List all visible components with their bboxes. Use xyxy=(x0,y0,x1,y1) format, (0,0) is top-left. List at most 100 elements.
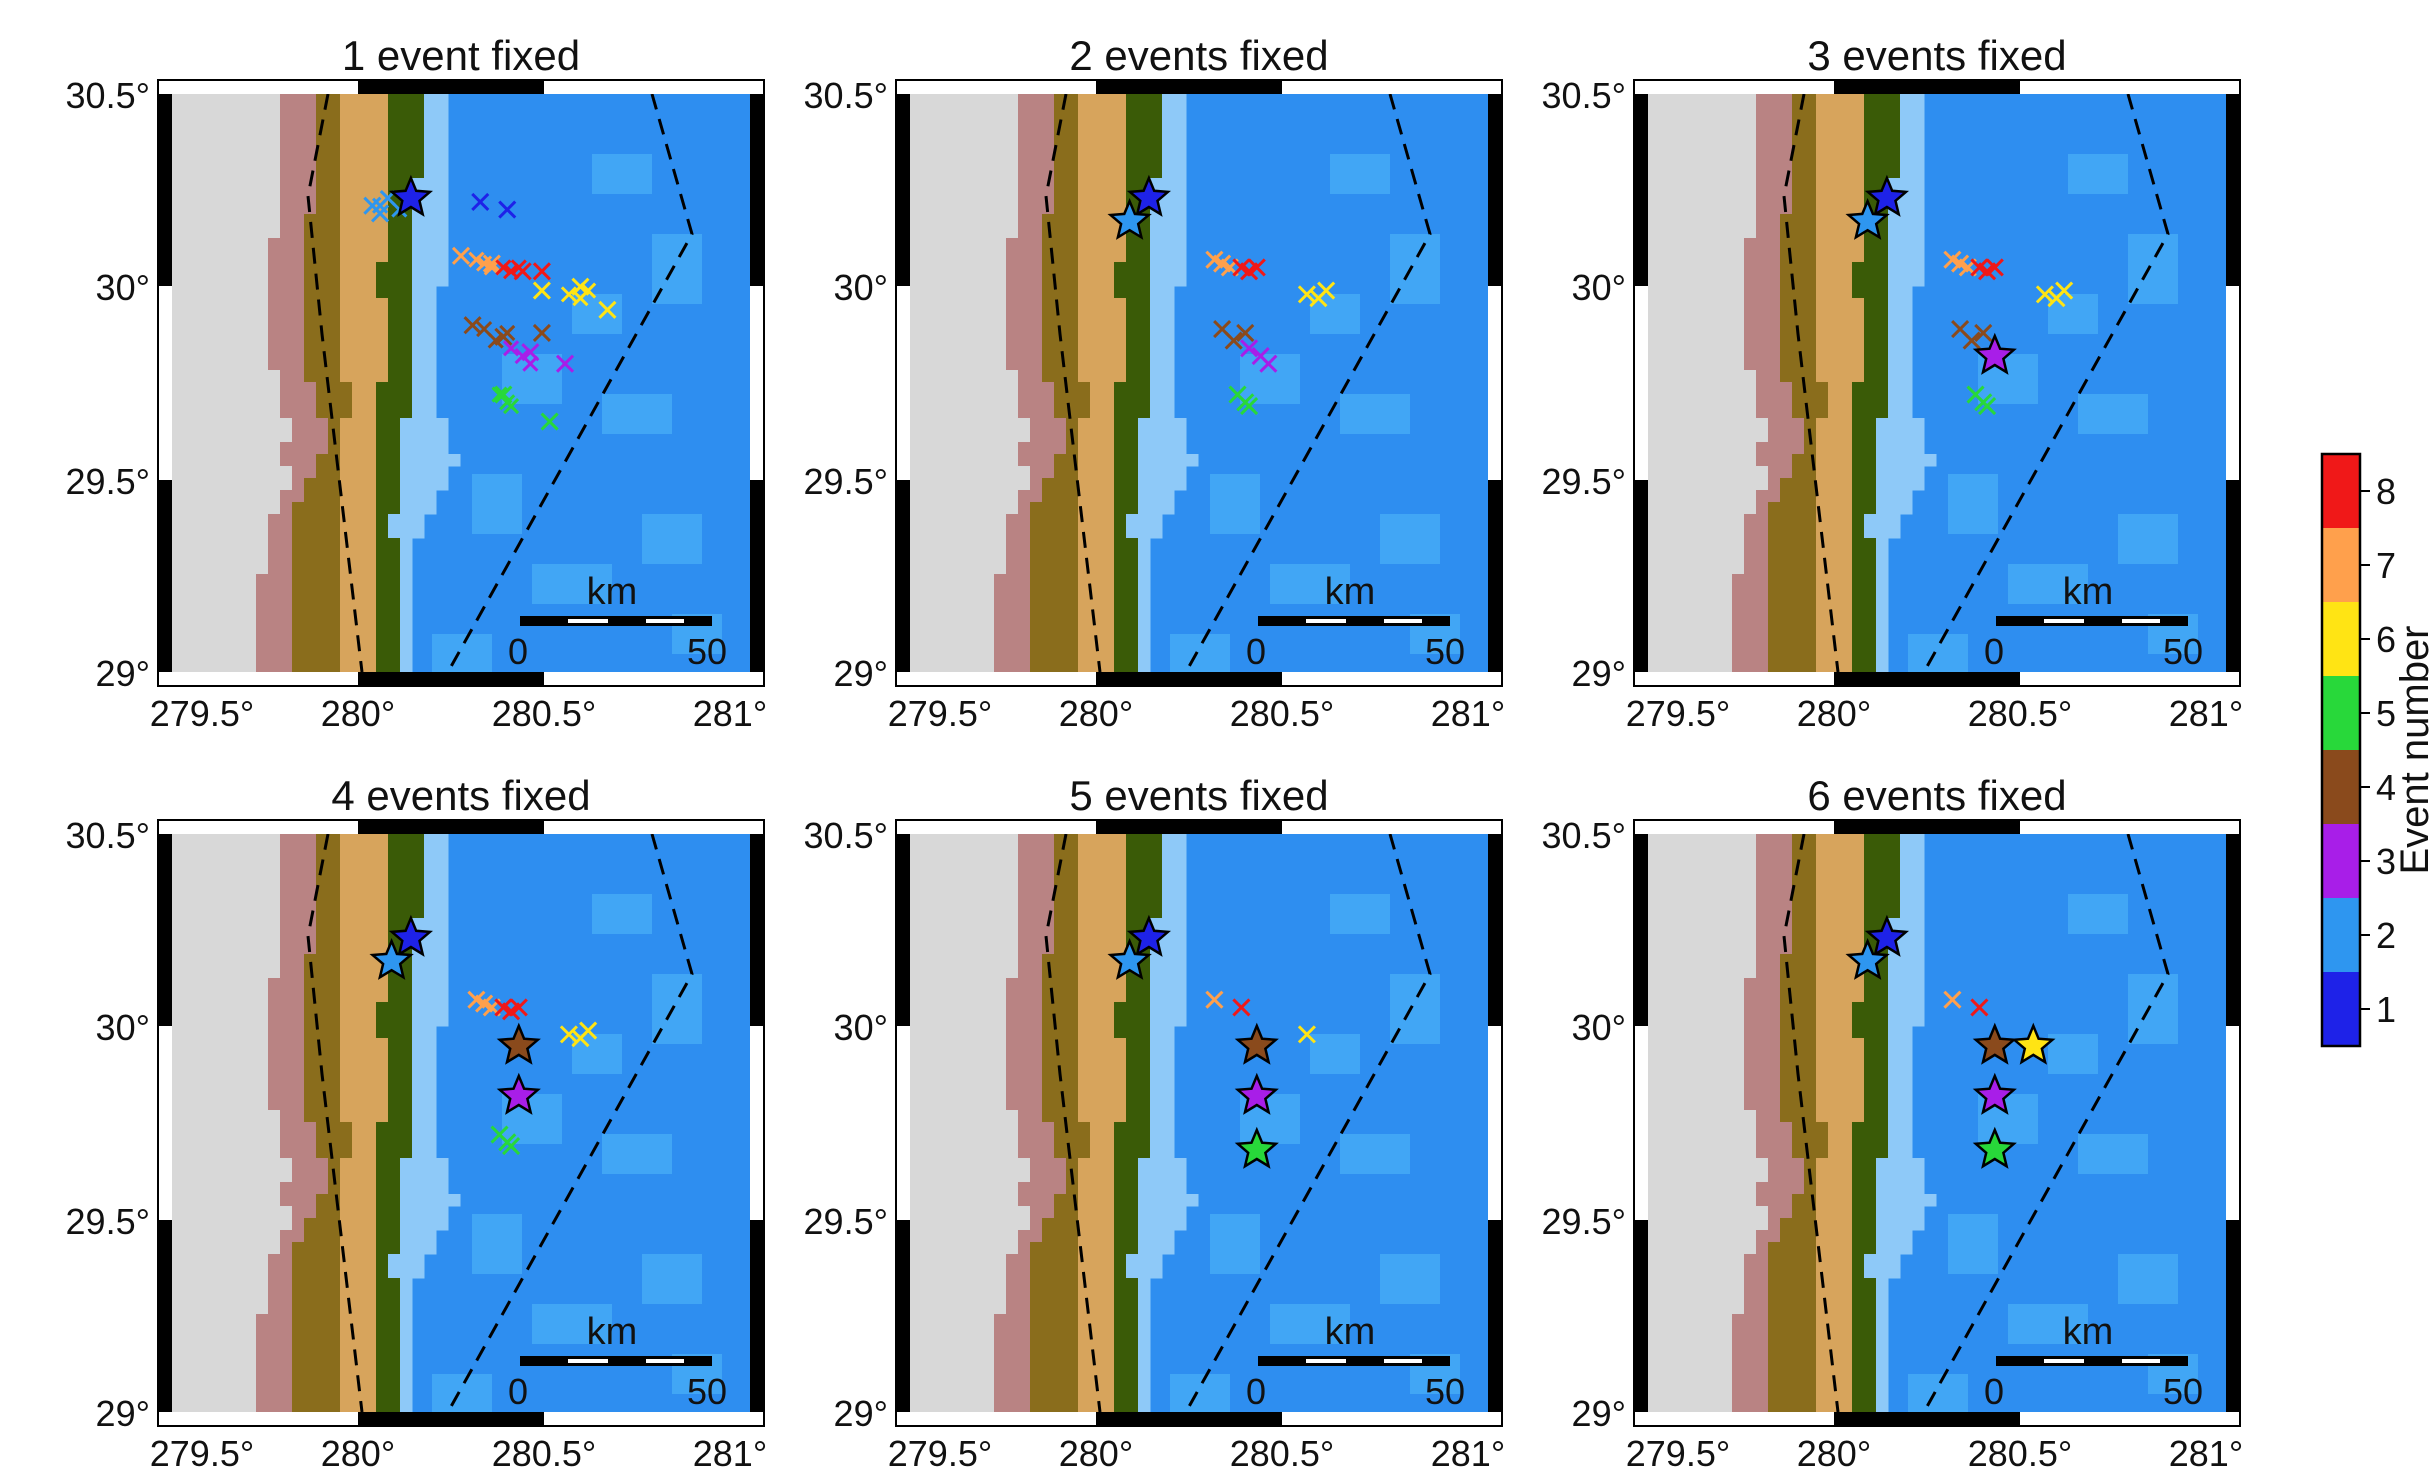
map-area xyxy=(1648,94,2226,672)
longitude-tick-label: 280.5° xyxy=(492,693,596,734)
event-cross xyxy=(598,300,617,319)
latitude-tick-label: 30.5° xyxy=(66,75,150,116)
event-cross xyxy=(476,255,493,272)
fixed-event-star xyxy=(388,174,433,217)
frame-tick-bar xyxy=(158,94,172,286)
frame-tick-bar xyxy=(1488,834,1502,1026)
event-cross xyxy=(503,398,520,415)
fixed-event-star xyxy=(1972,1072,2017,1115)
longitude-tick-label: 280° xyxy=(321,1433,395,1474)
map-area xyxy=(910,94,1488,672)
event-cross xyxy=(1240,339,1259,358)
colorbar-tick-label: 6 xyxy=(2376,619,2396,660)
latitude-tick-label: 30.5° xyxy=(804,815,888,856)
event-cross xyxy=(499,324,516,341)
scale-bar-start: 0 xyxy=(508,1371,528,1412)
event-cross xyxy=(1962,331,1981,350)
latitude-tick-label: 29° xyxy=(1572,1393,1626,1434)
map-area xyxy=(172,94,750,672)
colorbar-segment xyxy=(2322,602,2360,677)
event-cross xyxy=(2055,281,2074,300)
latitude-tick-label: 30° xyxy=(834,267,888,308)
panel-title: 1 event fixed xyxy=(342,32,580,79)
longitude-tick-label: 281° xyxy=(693,1433,767,1474)
event-cross xyxy=(371,204,390,223)
longitude-tick-label: 279.5° xyxy=(1626,693,1730,734)
event-cross xyxy=(540,412,559,431)
event-cross xyxy=(503,263,520,280)
event-cross xyxy=(1317,281,1336,300)
scale-bar-black xyxy=(1258,1356,1450,1366)
map-base xyxy=(1648,94,2226,672)
event-cross xyxy=(471,192,490,211)
event-cross xyxy=(495,259,512,276)
latitude-tick-label: 30° xyxy=(96,267,150,308)
event-cross xyxy=(1943,990,1962,1009)
event-cross xyxy=(555,354,575,373)
frame-tick-bar xyxy=(1834,80,2020,94)
map-panel: 3 events fixed km 0 50 30.5° 30° 29.5° 29°279.5… xyxy=(1542,32,2244,734)
latitude-tick-label: 29° xyxy=(96,1393,150,1434)
scale-bar-start: 0 xyxy=(1246,1371,1266,1412)
event-cross xyxy=(482,254,501,273)
colorbar-label: Event number xyxy=(2393,625,2436,874)
scale-bar-black xyxy=(520,616,712,626)
latitude-tick-label: 30.5° xyxy=(804,75,888,116)
colorbar-segment xyxy=(2322,676,2360,751)
scale-bar-end: 50 xyxy=(687,631,727,672)
scale-bar-white xyxy=(646,619,684,623)
fixed-event-star xyxy=(1845,197,1890,240)
map-panel: 5 events fixed km 0 50 30.5° 30° 29.5° 29°279.5… xyxy=(804,772,1506,1474)
event-cross xyxy=(532,281,551,300)
longitude-tick-label: 281° xyxy=(2169,1433,2243,1474)
frame-tick-bar xyxy=(1634,834,1648,1026)
panel-title: 3 events fixed xyxy=(1807,32,2066,79)
event-cross xyxy=(463,316,482,335)
scale-bar-white xyxy=(1306,1359,1346,1363)
scale-bar-start: 0 xyxy=(508,631,528,672)
event-cross xyxy=(1970,998,1989,1017)
latitude-tick-label: 29° xyxy=(1572,653,1626,694)
scale-bar: km 0 50 xyxy=(508,1311,727,1412)
scale-bar-end: 50 xyxy=(2163,1371,2203,1412)
map-panel: 4 events fixed km 0 50 30.5° 30° 29.5° 29°279.5… xyxy=(66,772,768,1474)
fixed-event-star xyxy=(1234,1126,1279,1169)
scale-bar: km 0 50 xyxy=(1984,1311,2203,1412)
scale-bar-start: 0 xyxy=(1984,631,2004,672)
event-cross xyxy=(580,282,597,299)
latitude-tick-label: 29° xyxy=(834,1393,888,1434)
frame-tick-bar xyxy=(1834,820,2020,834)
scale-bar-start: 0 xyxy=(1984,1371,2004,1412)
event-cross xyxy=(1236,323,1255,342)
scale-bar-white xyxy=(2122,619,2160,623)
frame-tick-bar xyxy=(1096,80,1282,94)
colorbar-tick-label: 2 xyxy=(2376,915,2396,956)
latitude-tick-label: 29° xyxy=(96,653,150,694)
event-cross xyxy=(509,998,528,1017)
scale-bar-white xyxy=(646,1359,684,1363)
fixed-event-star xyxy=(388,914,433,957)
panel-title: 2 events fixed xyxy=(1069,32,1328,79)
longitude-tick-label: 279.5° xyxy=(888,693,992,734)
frame-tick-bar xyxy=(158,480,172,672)
event-cross xyxy=(560,286,577,303)
map-area xyxy=(172,834,750,1412)
fixed-event-star xyxy=(496,1072,541,1115)
fixed-event-star xyxy=(1107,197,1152,240)
longitude-tick-label: 280° xyxy=(321,693,395,734)
scale-bar-white xyxy=(1384,1359,1422,1363)
scale-bar-end: 50 xyxy=(2163,631,2203,672)
scale-bar-white xyxy=(2044,1359,2084,1363)
map-area xyxy=(910,834,1488,1412)
longitude-tick-label: 281° xyxy=(1431,1433,1505,1474)
scale-bar: km 0 50 xyxy=(1984,571,2203,672)
frame-tick-bar xyxy=(2226,94,2240,286)
latitude-tick-label: 29° xyxy=(834,653,888,694)
fixed-event-star xyxy=(1234,1022,1279,1065)
frame-tick-bar xyxy=(1096,1412,1282,1426)
frame-tick-bar xyxy=(1488,94,1502,286)
frame-tick-bar xyxy=(750,834,764,1026)
scale-bar-unit: km xyxy=(1325,1311,1376,1353)
longitude-tick-label: 280° xyxy=(1059,1433,1133,1474)
